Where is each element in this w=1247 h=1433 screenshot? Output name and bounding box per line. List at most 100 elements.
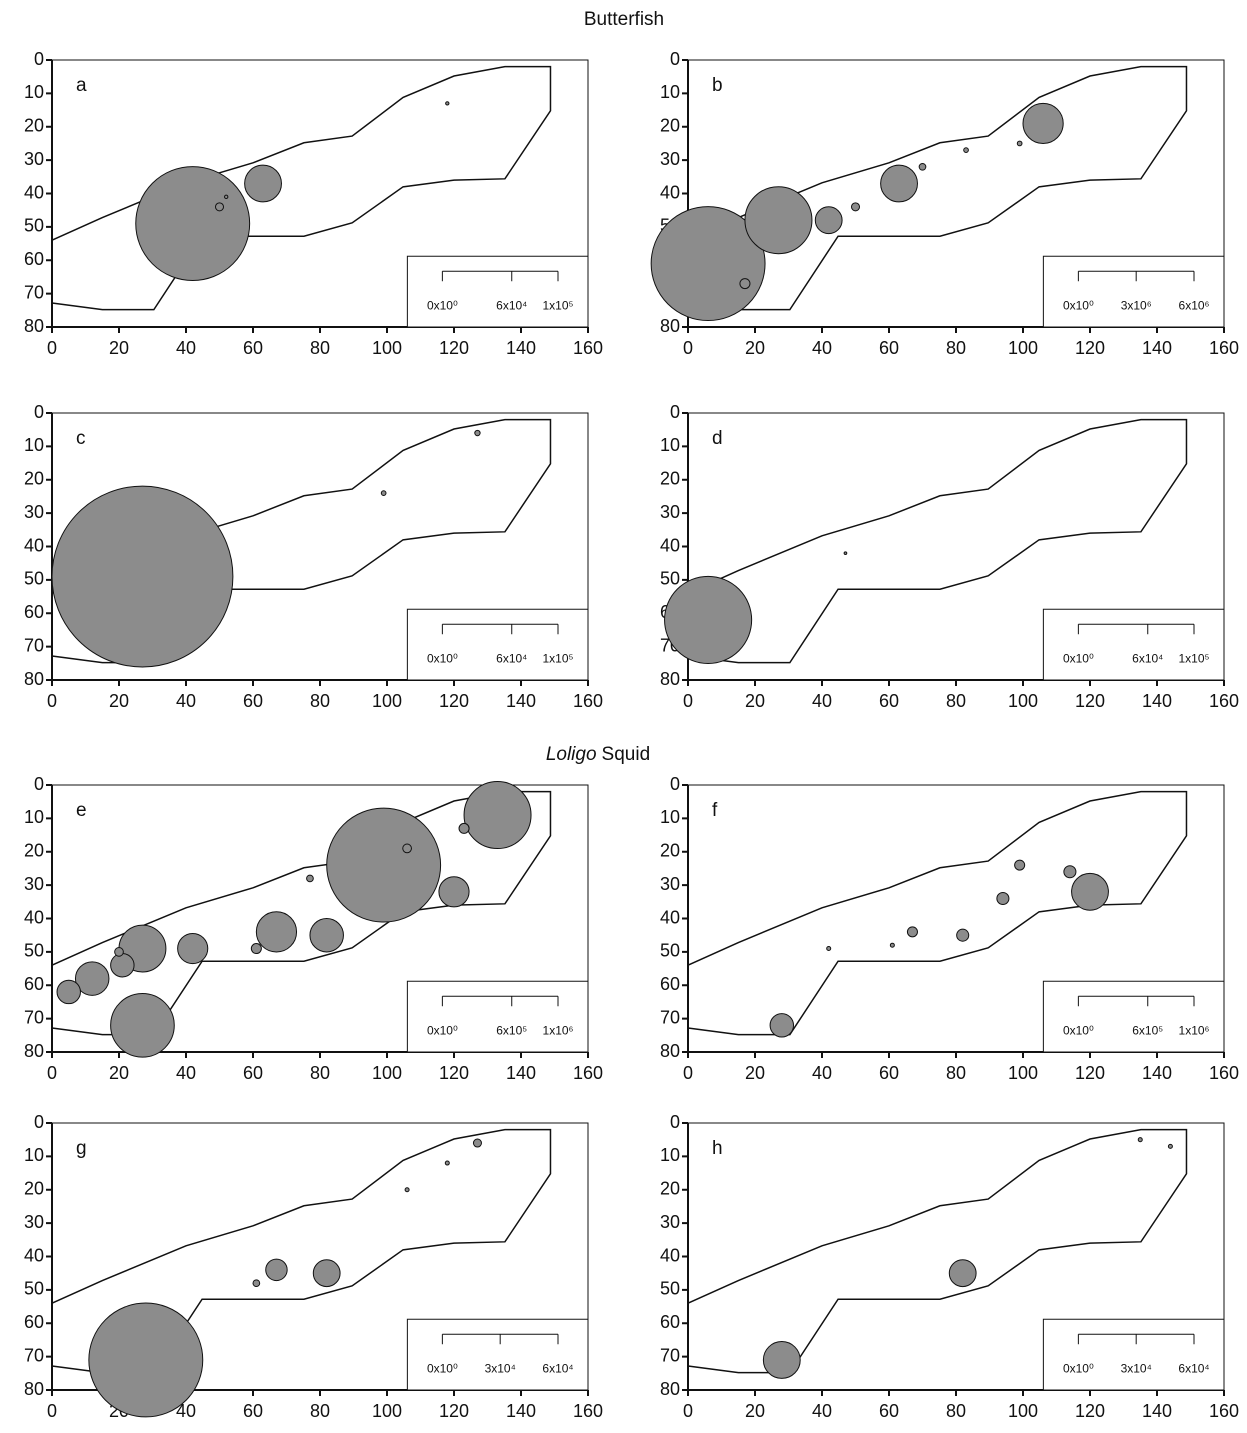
y-tick-label: 10 (660, 82, 680, 102)
bubble (650, 206, 766, 322)
bubble (110, 992, 175, 1058)
legend-tick-label: 0x10⁰ (1063, 1023, 1094, 1037)
x-tick-label: 100 (1008, 338, 1038, 358)
legend-box (1042, 980, 1225, 1053)
y-tick-label: 0 (34, 1112, 44, 1132)
x-tick-label: 100 (372, 691, 402, 711)
bubble (309, 917, 344, 953)
x-tick-label: 160 (1209, 338, 1239, 358)
y-tick-label: 30 (660, 874, 680, 894)
y-tick-label: 30 (660, 1212, 680, 1232)
x-tick-label: 0 (683, 338, 693, 358)
y-tick-label: 10 (660, 807, 680, 827)
x-tick-label: 40 (812, 691, 832, 711)
legend-tick-label: 6x10⁴ (1178, 1361, 1209, 1375)
bubble (850, 202, 861, 212)
y-tick-label: 80 (660, 316, 680, 336)
panel-label: g (76, 1138, 87, 1159)
y-tick-label: 50 (660, 1279, 680, 1299)
panel: 02040608010012014016001020304050607080b0… (650, 49, 1239, 358)
x-tick-label: 20 (109, 691, 129, 711)
x-tick-label: 100 (1008, 691, 1038, 711)
x-tick-label: 100 (1008, 1063, 1038, 1083)
x-tick-label: 40 (176, 338, 196, 358)
y-tick-label: 40 (660, 182, 680, 202)
panel: 02040608010012014016001020304050607080d0… (660, 402, 1239, 711)
y-tick-label: 80 (24, 1041, 44, 1061)
x-tick-label: 60 (879, 1063, 899, 1083)
y-tick-label: 80 (24, 669, 44, 689)
legend-tick-label: 6x10⁴ (542, 1361, 573, 1375)
panel-label: e (76, 800, 87, 821)
x-tick-label: 40 (176, 691, 196, 711)
x-tick-label: 0 (683, 1063, 693, 1083)
legend-tick-label: 1x10⁵ (543, 298, 574, 312)
y-tick-label: 50 (660, 569, 680, 589)
y-tick-label: 20 (24, 1179, 44, 1199)
x-tick-label: 0 (47, 1063, 57, 1083)
panel: 0 20 40 60 80 100 120 140 160 0 10 20 30 40 50 60 70 80 f 0… (660, 774, 1239, 1083)
y-tick-label: 80 (24, 316, 44, 336)
bubble (438, 876, 470, 908)
x-tick-label: 140 (506, 1063, 536, 1083)
bubble (664, 575, 753, 664)
x-tick-label: 160 (1209, 1063, 1239, 1083)
bubble (996, 891, 1010, 906)
panel: 0 20 40 60 80 100 120 140 160 0 10 20 30 40 50 60 70 80 h 0… (660, 1112, 1239, 1421)
bubble (250, 943, 262, 955)
bubble (51, 485, 234, 668)
bubble (1014, 859, 1026, 871)
bubble (739, 278, 751, 290)
legend-tick-label: 0x10⁰ (1063, 298, 1094, 312)
x-tick-label: 120 (1075, 1063, 1105, 1083)
survey-outline (51, 790, 552, 1036)
survey-outline (687, 1128, 1188, 1374)
y-tick-label: 20 (660, 1179, 680, 1199)
legend-tick-label: 0x10⁰ (427, 298, 458, 312)
y-tick-label: 30 (24, 1212, 44, 1232)
legend-tick-label: 6x10⁵ (496, 1023, 527, 1037)
panel-label: a (76, 75, 87, 96)
survey-outline (687, 418, 1188, 664)
x-tick-label: 80 (310, 338, 330, 358)
y-tick-label: 40 (24, 907, 44, 927)
y-tick-label: 40 (660, 535, 680, 555)
legend-tick-label: 0x10⁰ (1063, 651, 1094, 665)
legend-tick-label: 6x10⁶ (1179, 298, 1210, 312)
x-tick-label: 120 (439, 691, 469, 711)
legend-box (406, 255, 589, 328)
y-tick-label: 50 (24, 569, 44, 589)
y-tick-label: 10 (660, 1145, 680, 1165)
x-tick-label: 80 (946, 691, 966, 711)
x-tick-label: 0 (47, 338, 57, 358)
y-tick-label: 10 (24, 435, 44, 455)
legend-tick-label: 3x10⁴ (485, 1361, 516, 1375)
x-tick-label: 140 (506, 691, 536, 711)
x-tick-label: 80 (946, 1401, 966, 1421)
bubble (1071, 872, 1109, 911)
y-tick-label: 10 (24, 82, 44, 102)
y-tick-label: 20 (24, 469, 44, 489)
bubble (948, 1259, 977, 1288)
x-tick-label: 80 (946, 1063, 966, 1083)
y-tick-label: 10 (660, 435, 680, 455)
bubble (265, 1258, 288, 1282)
x-tick-label: 140 (506, 1401, 536, 1421)
panel-label: f (712, 800, 718, 821)
bubble (135, 166, 251, 281)
bubble (88, 1302, 204, 1418)
bubble (762, 1341, 801, 1379)
y-tick-label: 60 (24, 249, 44, 269)
bubble (326, 807, 442, 923)
legend-tick-label: 0x10⁰ (427, 651, 458, 665)
bubble (74, 961, 110, 996)
x-tick-label: 60 (879, 338, 899, 358)
bubble (472, 1138, 482, 1148)
bubble (444, 1160, 450, 1166)
x-tick-label: 40 (812, 338, 832, 358)
panel-label: b (712, 75, 723, 96)
y-tick-label: 20 (660, 469, 680, 489)
panel-label: c (76, 428, 86, 449)
bubble (769, 1013, 795, 1038)
x-tick-label: 40 (176, 1063, 196, 1083)
